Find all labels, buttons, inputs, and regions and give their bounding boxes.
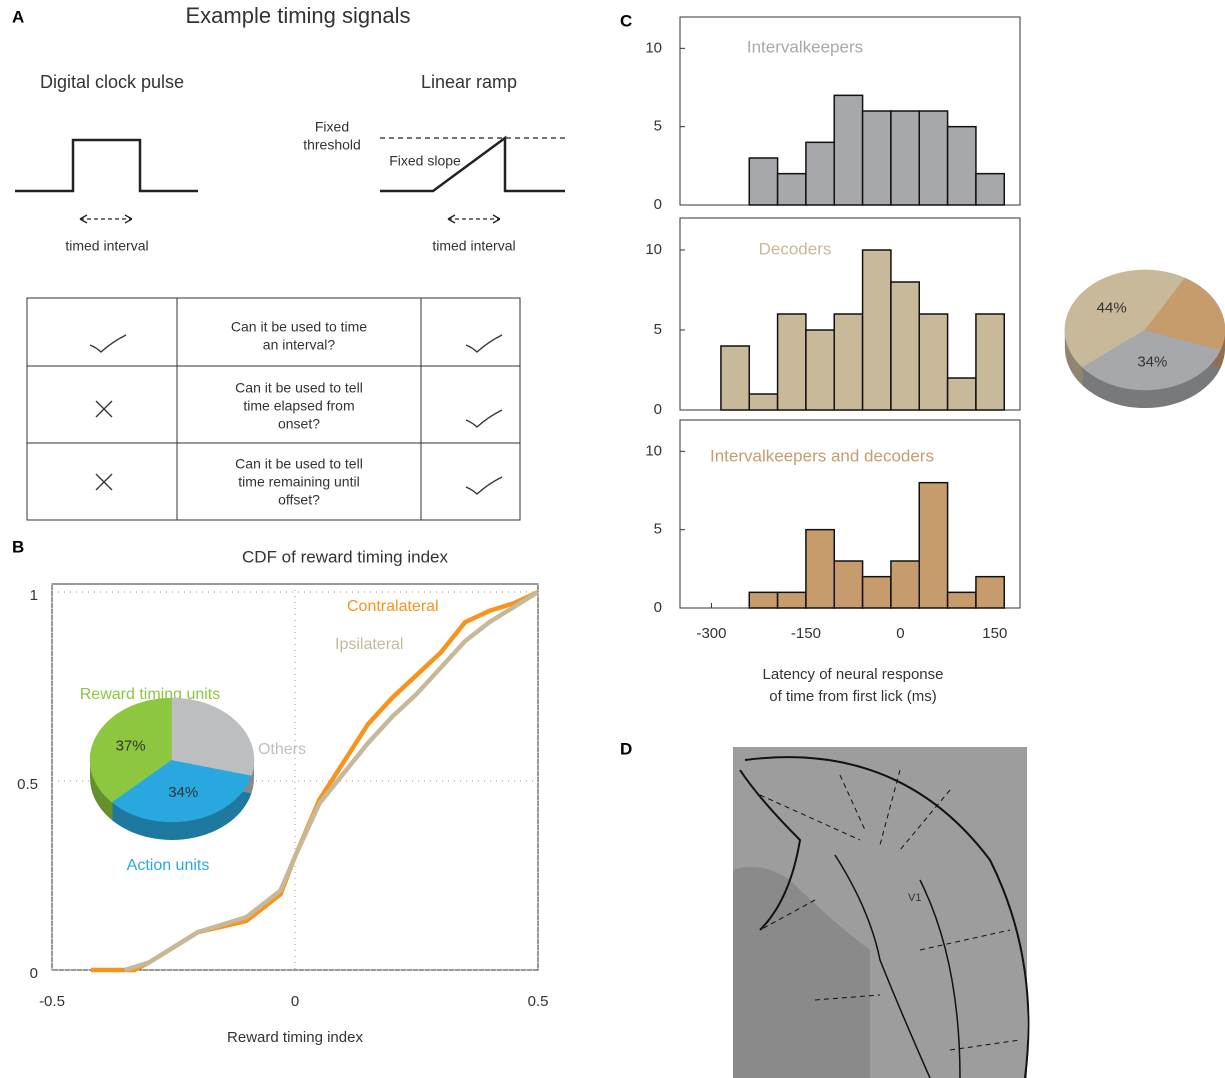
table-cell-text: offset?: [278, 492, 320, 508]
histogram-bar: [749, 592, 777, 608]
histogram-bar: [778, 592, 806, 608]
slice-name: Action units: [127, 857, 210, 874]
chart: 44% 34%: [1065, 270, 1225, 408]
slice-name: Others: [258, 741, 306, 758]
y-tick-label: 0: [654, 196, 662, 213]
histogram-bar: [834, 95, 862, 205]
table-cell-text: an interval?: [263, 337, 336, 353]
histogram-bar: [749, 158, 777, 205]
panel-letter: C: [620, 11, 632, 30]
clock-pulse: [15, 140, 198, 191]
y-tick-label: 10: [645, 442, 662, 459]
histogram-bar: [806, 530, 834, 608]
x-tick-label: 0.5: [528, 993, 549, 1010]
y-tick-label: 0: [654, 401, 662, 418]
x-tick-label: 150: [982, 625, 1007, 642]
panel-letter: B: [12, 537, 24, 556]
y-tick-label: 5: [654, 118, 662, 135]
chart: 0 5 10 Intervalkeepers: [645, 17, 1020, 213]
signal-title: Linear ramp: [421, 72, 517, 92]
x-tick-label: 0: [291, 993, 299, 1010]
histogram-bar: [806, 142, 834, 205]
histogram-bar: [948, 127, 976, 205]
y-tick-label: 10: [645, 39, 662, 56]
histogram-bar: [976, 174, 1004, 205]
y-tick-label: 10: [645, 241, 662, 258]
figure: A B C D Example timing signals Digital c…: [0, 0, 1225, 1078]
histogram-bar: [863, 577, 891, 608]
slice-label: 34%: [1137, 354, 1167, 371]
slope-label: Fixed slope: [389, 153, 461, 169]
histogram-bar: [863, 250, 891, 410]
series-label: Ipsilateral: [335, 636, 403, 653]
histogram-bar: [919, 111, 947, 205]
histogram-bar: [721, 346, 749, 410]
slice-label: 34%: [168, 784, 198, 801]
y-tick-label: 0: [30, 965, 38, 982]
histogram-bar: [778, 174, 806, 205]
y-tick-label: 1: [30, 587, 38, 604]
chart: 37% Reward timing units 34% Action units Oth…: [80, 686, 306, 874]
panel-title: Example timing signals: [186, 3, 411, 28]
series-label: Contralateral: [347, 598, 439, 615]
y-tick-label: 0: [654, 599, 662, 616]
slice-label: 37%: [116, 737, 146, 754]
histogram-title: Intervalkeepers and decoders: [710, 446, 934, 465]
histogram-bar: [834, 561, 862, 608]
chart: 0 5 10 -300 -150 0 150 Intervalkeepers and deco…: [645, 420, 1020, 705]
slice-label: 44%: [1097, 299, 1127, 316]
x-axis-label: of time from first lick (ms): [769, 688, 937, 705]
table-cell-text: onset?: [278, 416, 320, 432]
histogram-bar: [976, 314, 1004, 410]
histogram-bar: [891, 111, 919, 205]
panel-letter: D: [620, 739, 632, 758]
interval-label: timed interval: [432, 238, 515, 254]
interval-label: timed interval: [65, 238, 148, 254]
y-tick-label: 0.5: [17, 776, 38, 793]
x-axis-label: Reward timing index: [227, 1029, 363, 1046]
chart: 0 5 10 Decoders: [645, 218, 1020, 418]
histogram-bar: [948, 592, 976, 608]
slice-name: Reward timing units: [80, 686, 221, 703]
x-tick-label: 0: [896, 625, 904, 642]
y-tick-label: 5: [654, 321, 662, 338]
histogram-bar: [891, 561, 919, 608]
x-tick-label: -300: [696, 625, 726, 642]
x-axis-label: Latency of neural response: [763, 666, 944, 683]
signal-title: Digital clock pulse: [40, 72, 184, 92]
threshold-label: threshold: [303, 137, 361, 153]
table-cell-text: Can it be used to tell: [235, 456, 363, 472]
histogram-bar: [891, 282, 919, 410]
panel-a: Example timing signals Digital clock pul…: [15, 3, 565, 520]
histogram-bar: [919, 483, 947, 608]
chart-title: CDF of reward timing index: [242, 547, 448, 566]
panel-d-image: V1: [733, 747, 1028, 1078]
histogram-bar: [834, 314, 862, 410]
threshold-label: Fixed: [315, 119, 349, 135]
histogram-bar: [919, 314, 947, 410]
histogram-bar: [749, 394, 777, 410]
histogram-bar: [806, 330, 834, 410]
x-tick-label: -0.5: [39, 993, 65, 1010]
y-tick-label: 5: [654, 521, 662, 538]
table-cell-text: Can it be used to tell: [235, 380, 363, 396]
histogram-title: Decoders: [759, 239, 832, 258]
area-label: V1: [908, 892, 921, 904]
histogram-title: Intervalkeepers: [747, 37, 863, 56]
histogram-bar: [863, 111, 891, 205]
table-cell-text: time elapsed from: [243, 398, 354, 414]
histogram-bar: [976, 577, 1004, 608]
panel-letter: A: [12, 7, 24, 26]
x-tick-label: -150: [791, 625, 821, 642]
histogram-bar: [778, 314, 806, 410]
histogram-bar: [948, 378, 976, 410]
table-text: Can it be used to time an interval? Can it…: [231, 319, 367, 508]
table-cell-text: time remaining until: [238, 474, 359, 490]
table-cell-text: Can it be used to time: [231, 319, 367, 335]
